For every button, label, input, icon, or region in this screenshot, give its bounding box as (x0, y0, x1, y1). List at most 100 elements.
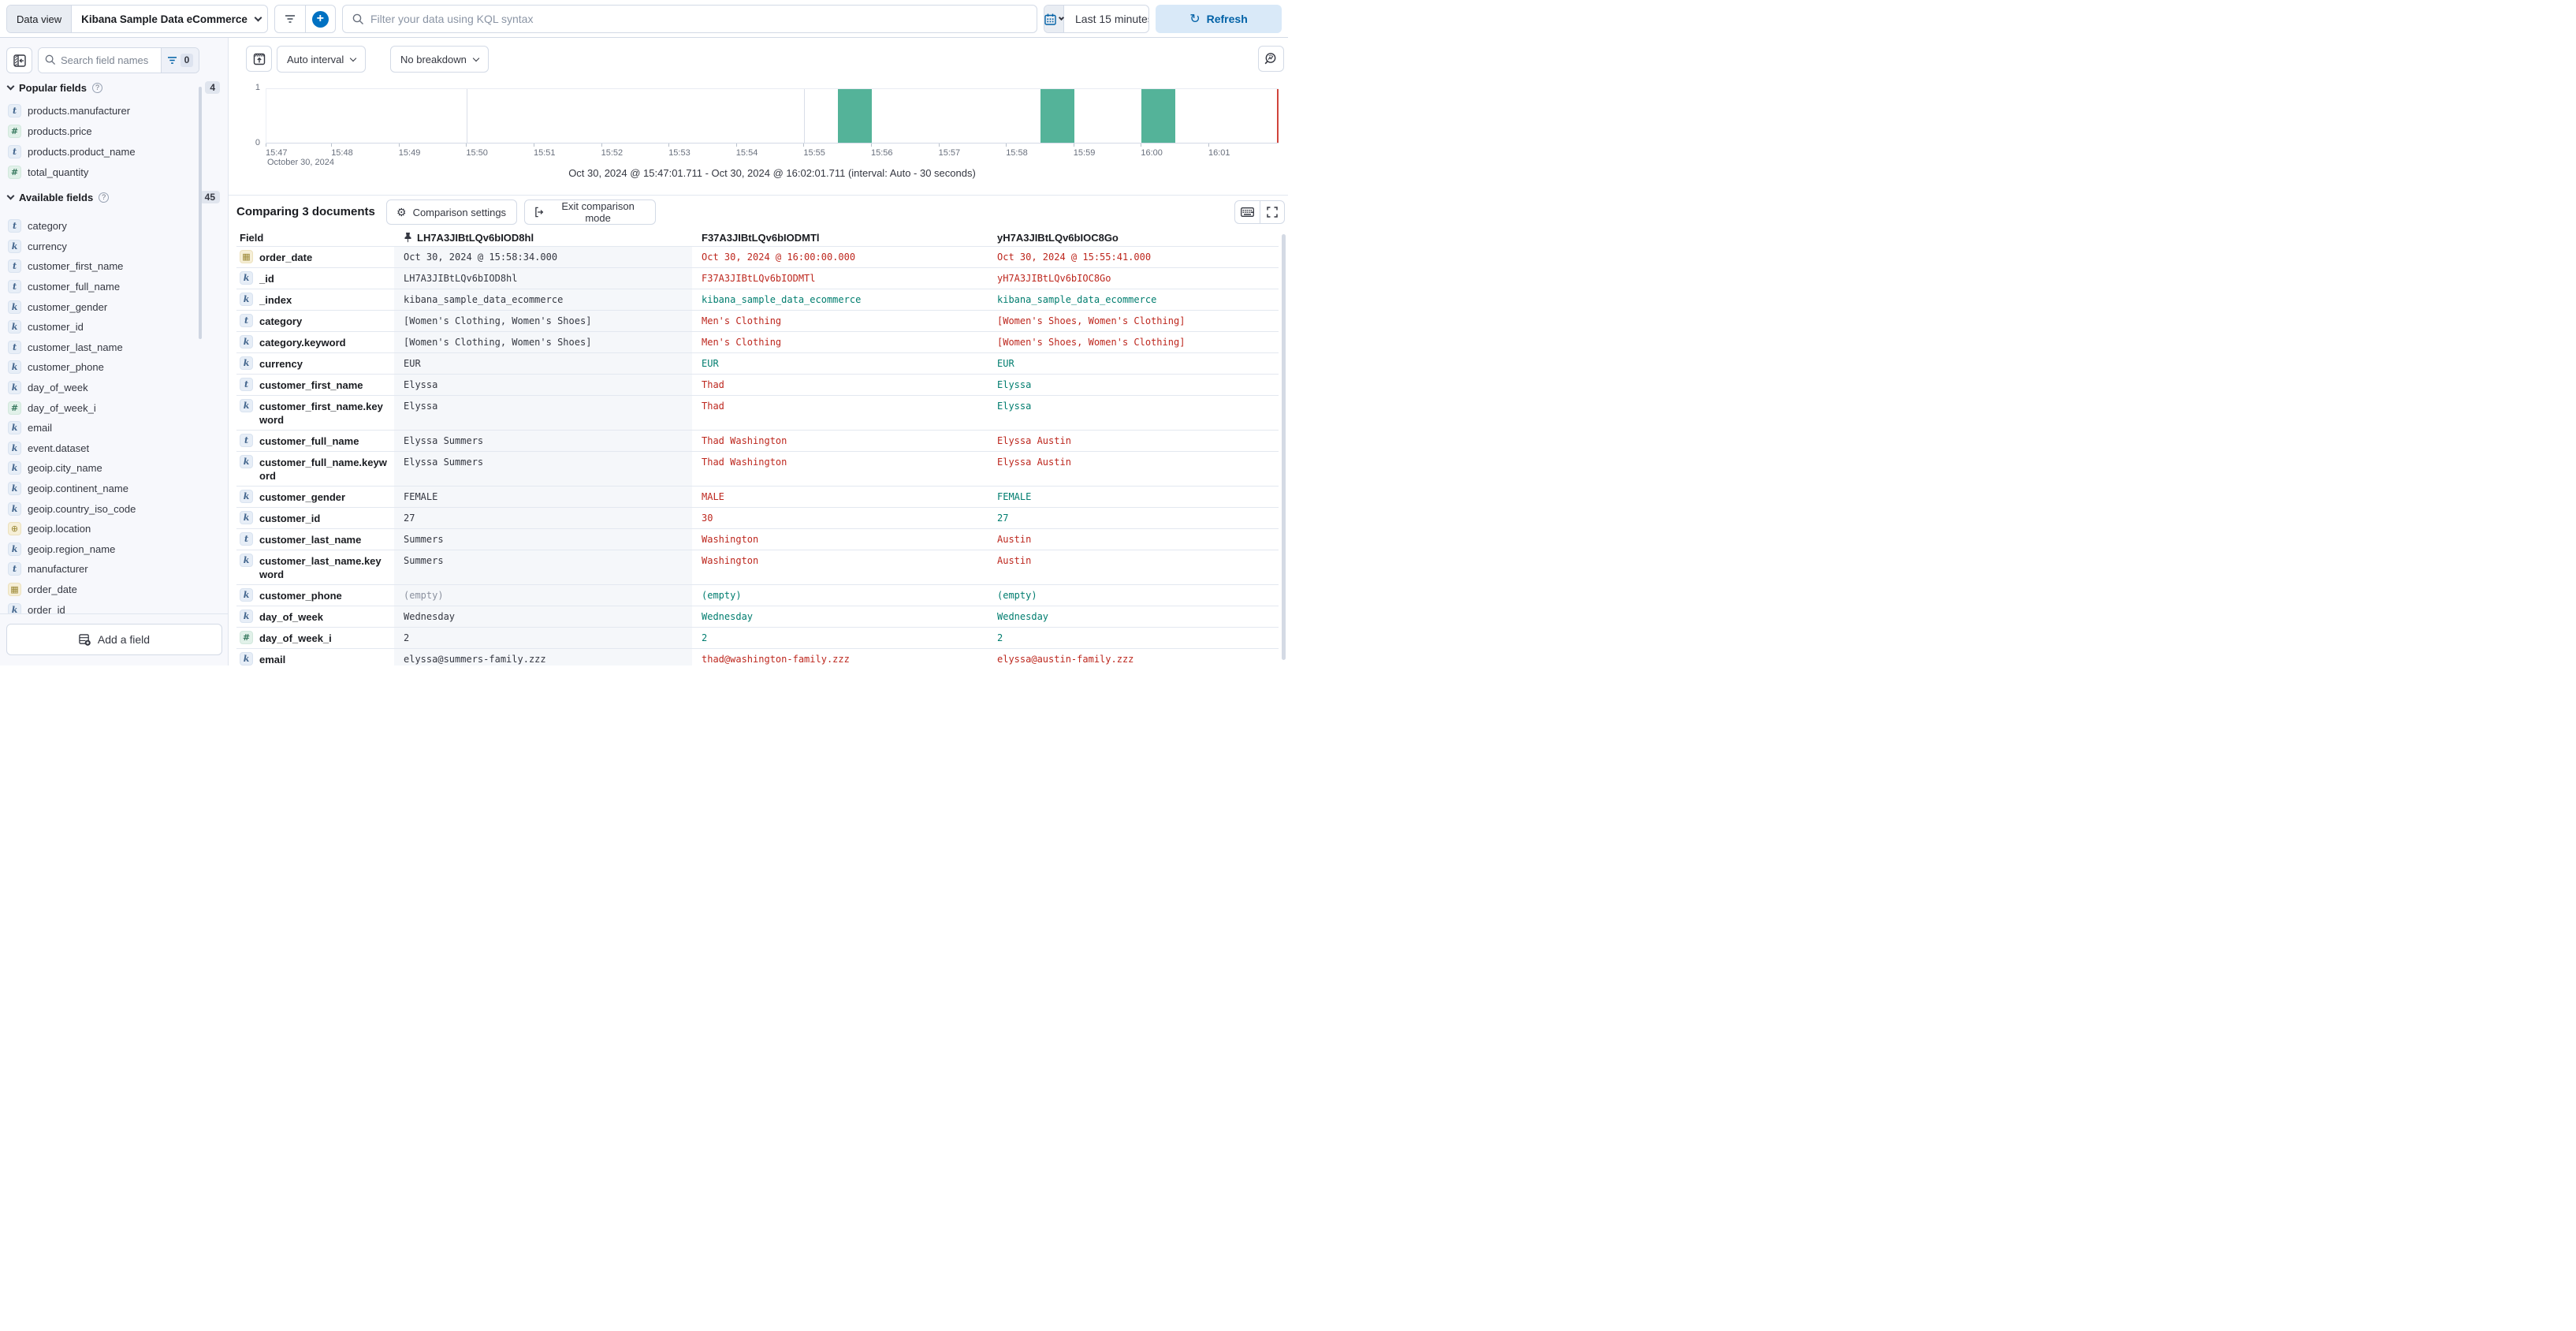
top-bar: Data view Kibana Sample Data eCommerce +… (0, 0, 1288, 38)
popular-fields-header[interactable]: Popular fields ? 4 (6, 81, 220, 94)
sidebar-field-item[interactable]: t customer_first_name (0, 256, 228, 277)
time-picker-menu-button[interactable] (1044, 6, 1065, 32)
data-view-picker[interactable]: Data view Kibana Sample Data eCommerce (6, 5, 268, 33)
field-search-input[interactable] (39, 48, 161, 73)
refresh-button[interactable]: ↻ Refresh (1156, 5, 1282, 33)
sidebar-field-item[interactable]: k customer_id (0, 317, 228, 337)
saved-query-menu-button[interactable] (275, 6, 305, 32)
x-axis-tick-label: 16:01 (1208, 148, 1230, 158)
time-picker: Last 15 minutes (1044, 5, 1149, 33)
table-row: k customer_gender FEMALE MALE FEMALE (236, 486, 1279, 507)
sidebar-field-item[interactable]: # total_quantity (0, 162, 228, 182)
add-field-button[interactable]: Add a field (6, 624, 222, 655)
sidebar-field-item[interactable]: # products.price (0, 121, 228, 141)
doc-a-value-cell: F37A3JIBtLQv6bIODMTl (702, 273, 816, 284)
field-name: customer_first_name (28, 260, 124, 273)
field-name: geoip.region_name (28, 542, 116, 555)
sidebar-field-item[interactable]: k email (0, 418, 228, 438)
sidebar-field-item[interactable]: ⊕ geoip.location (0, 519, 228, 539)
filter-icon (167, 57, 177, 64)
gear-icon: ⚙ (396, 206, 407, 218)
doc-b-value-cell: kibana_sample_data_ecommerce (997, 294, 1157, 305)
sidebar-field-item[interactable]: t manufacturer (0, 559, 228, 580)
grid-display-controls (1234, 200, 1285, 224)
field-filter-button[interactable]: 0 (161, 48, 199, 73)
field-type-icon: k (8, 461, 21, 475)
calendar-icon (1044, 13, 1056, 25)
field-type-icon: # (8, 165, 21, 179)
sidebar-field-item[interactable]: k customer_phone (0, 357, 228, 378)
fullscreen-button[interactable] (1259, 201, 1285, 223)
comparison-title: Comparing 3 documents (236, 205, 375, 218)
doc-a-value-cell: Thad Washington (702, 457, 787, 468)
sidebar-field-item[interactable]: # day_of_week_i (0, 397, 228, 418)
keyboard-shortcuts-button[interactable] (1235, 201, 1260, 223)
sidebar-field-item[interactable]: k customer_gender (0, 296, 228, 317)
data-view-value[interactable]: Kibana Sample Data eCommerce (72, 13, 267, 25)
pin-icon[interactable] (404, 232, 412, 243)
field-name: day_of_week (259, 611, 323, 623)
histogram-x-axis: 15:47 15:48 15:49 15:50 15:51 15:52 15:53 15:54… (266, 144, 1279, 158)
time-range-caption: Oct 30, 2024 @ 15:47:01.711 - Oct 30, 20… (568, 167, 976, 179)
sidebar-field-item[interactable]: k geoip.country_iso_code (0, 498, 228, 519)
kql-query-input[interactable] (370, 13, 1027, 25)
histogram-bar (1040, 89, 1074, 143)
doc-b-value-cell: Elyssa (997, 379, 1032, 390)
base-value-cell: Oct 30, 2024 @ 15:58:34.000 (394, 247, 692, 267)
field-name: email (28, 422, 53, 434)
field-name: customer_full_name (28, 281, 121, 293)
table-scrollbar[interactable] (1282, 234, 1286, 660)
sidebar-field-item[interactable]: ▦ order_date (0, 580, 228, 600)
fullscreen-icon (1267, 207, 1278, 218)
doc-b-value-cell: Oct 30, 2024 @ 15:55:41.000 (997, 252, 1152, 263)
sidebar-field-item[interactable]: t products.product_name (0, 141, 228, 162)
histogram-bar (838, 89, 872, 143)
field-name: manufacturer (28, 563, 88, 576)
base-value-cell: Summers (394, 550, 692, 584)
chart-visibility-toggle[interactable] (246, 46, 272, 72)
field-type-icon: t (8, 280, 21, 294)
available-fields-header[interactable]: Available fields ? 45 (6, 191, 220, 203)
sidebar-field-item[interactable]: k day_of_week (0, 378, 228, 398)
add-filter-button[interactable]: + (304, 6, 336, 32)
sidebar-field-item[interactable]: k geoip.region_name (0, 539, 228, 560)
time-range-label[interactable]: Last 15 minutes (1075, 13, 1149, 25)
interval-select[interactable]: Auto interval (277, 46, 367, 73)
field-name: category.keyword (259, 337, 346, 349)
doc-a-value-cell: Thad Washington (702, 435, 787, 446)
sidebar-field-item[interactable]: t products.manufacturer (0, 100, 228, 121)
breakdown-select[interactable]: No breakdown (390, 46, 489, 73)
edit-visualization-button[interactable] (1258, 46, 1284, 72)
main-panel: Auto interval No breakdown 1 0 15:47 15:4… (229, 38, 1288, 666)
field-search: 0 (38, 47, 199, 73)
sidebar-field-item[interactable]: k geoip.continent_name (0, 479, 228, 499)
sidebar-field-item[interactable]: t category (0, 216, 228, 237)
field-type-icon: ▦ (8, 582, 21, 596)
comparison-settings-button[interactable]: ⚙ Comparison settings (386, 199, 517, 225)
filter-controls: + (274, 5, 336, 33)
sidebar-field-item[interactable]: k geoip.city_name (0, 458, 228, 479)
sidebar-field-item[interactable]: k currency (0, 237, 228, 257)
field-name: order_date (259, 252, 313, 263)
sidebar-field-item[interactable]: k event.dataset (0, 438, 228, 459)
collapse-panel-icon (13, 54, 26, 67)
doc-b-value-cell: 2 (997, 632, 1003, 643)
sidebar-field-item[interactable]: k order_id (0, 599, 228, 613)
exit-comparison-button[interactable]: Exit comparison mode (524, 199, 656, 225)
collapse-sidebar-button[interactable] (6, 47, 32, 73)
field-name: customer_full_name.keyword (259, 457, 387, 482)
sidebar-scrollbar[interactable] (199, 87, 202, 339)
base-value-cell: (empty) (394, 585, 692, 606)
field-cell: ▦ order_date (236, 247, 394, 267)
sidebar-field-item[interactable]: t customer_full_name (0, 277, 228, 297)
field-name: customer_last_name.keyword (259, 555, 382, 580)
table-row: k customer_full_name.keyword Elyssa Summ… (236, 451, 1279, 486)
field-type-icon: k (240, 511, 253, 524)
base-value-cell: Elyssa (394, 375, 692, 395)
histogram-plot[interactable] (266, 88, 1279, 144)
x-axis-tick-label: 16:00 (1141, 148, 1163, 158)
sidebar-field-item[interactable]: t customer_last_name (0, 337, 228, 358)
field-type-icon: k (240, 455, 253, 468)
kql-search-bar[interactable] (342, 5, 1037, 33)
field-type-icon: ▦ (240, 250, 253, 263)
